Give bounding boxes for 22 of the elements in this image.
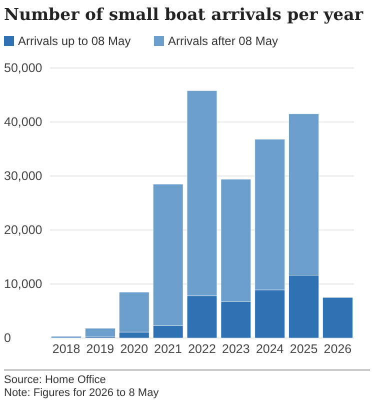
- source-note: Source: Home Office: [4, 374, 106, 386]
- x-tick-label: 2019: [86, 342, 114, 356]
- legend-label: Arrivals after 08 May: [168, 34, 278, 48]
- chart-title: Number of small boat arrivals per year: [4, 5, 364, 24]
- legend-label: Arrivals up to 08 May: [18, 34, 131, 48]
- text: Note: Figures for 2026 to 8 May: [4, 387, 160, 399]
- y-tick-label: 30,000: [4, 169, 42, 183]
- x-tick-label: 2024: [256, 342, 284, 356]
- y-tick-label: 40,000: [4, 115, 42, 129]
- y-tick-label: 0: [4, 331, 11, 345]
- y-tick-label: 50,000: [4, 61, 42, 75]
- bar: [322, 297, 353, 338]
- y-tick-label: 20,000: [4, 223, 42, 237]
- x-tick-label: 2022: [188, 342, 216, 356]
- y-tick-label: 10,000: [4, 277, 42, 291]
- x-tick-label: 2018: [52, 342, 80, 356]
- x-tick-label: 2025: [290, 342, 318, 356]
- x-tick-label: 2023: [222, 342, 250, 356]
- bar: [85, 328, 116, 338]
- x-tick-label: 2020: [120, 342, 148, 356]
- x-tick-label: 2021: [154, 342, 182, 356]
- x-tick-label: 2026: [324, 342, 352, 356]
